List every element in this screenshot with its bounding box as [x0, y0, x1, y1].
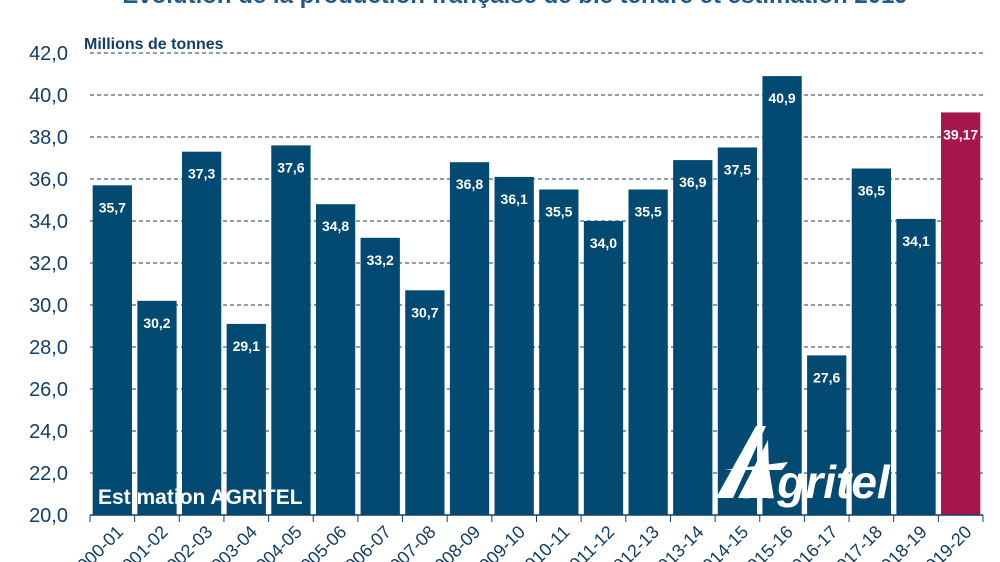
bar [92, 185, 132, 516]
data-labels: 35,7 30,2 37,3 29,1 37,6 34,8 33,2 30,7 36,8 36,1… [99, 90, 979, 385]
bar [539, 189, 579, 515]
y-tick-label: 30,0 [29, 295, 68, 317]
agritel-logo-text: Agritel [743, 456, 891, 508]
data-label: 40,9 [768, 90, 795, 106]
y-tick-label: 38,0 [29, 127, 68, 149]
bar [360, 237, 400, 516]
y-tick-label: 22,0 [29, 463, 68, 485]
bar [628, 189, 668, 515]
chart-title: Évolution de la production française de … [122, 0, 908, 9]
bar [851, 168, 892, 515]
y-tick-label: 28,0 [29, 337, 68, 359]
data-label: 36,8 [456, 176, 483, 192]
y-axis-unit-label: Millions de tonnes [84, 36, 224, 53]
data-label: 39,17 [943, 126, 978, 142]
y-axis-ticks: 20,0 22,0 24,0 26,0 28,0 30,0 32,0 34,0 36,0 38,0… [29, 43, 68, 527]
x-axis [89, 514, 984, 522]
bar [449, 162, 490, 515]
y-tick-label: 42,0 [29, 43, 68, 65]
bar [807, 355, 847, 515]
data-label: 37,6 [277, 159, 304, 175]
bars [92, 76, 981, 516]
data-label: 29,1 [233, 338, 260, 354]
bar [137, 300, 177, 515]
data-label: 33,2 [367, 252, 394, 268]
bar [405, 290, 445, 515]
data-label: 34,0 [590, 235, 617, 251]
data-label: 36,5 [858, 183, 885, 199]
x-axis-ticks: 2000-012001-022002-032003-042004-052005-… [66, 522, 975, 562]
bar [896, 218, 936, 515]
data-label: 36,9 [679, 174, 706, 190]
bar [762, 76, 802, 515]
bar [181, 151, 222, 515]
bar [226, 323, 266, 515]
x-tick-label: 2000-01 [66, 522, 127, 562]
y-tick-label: 40,0 [29, 85, 68, 107]
bar [271, 145, 311, 515]
gridlines [90, 52, 983, 474]
data-label: 30,7 [411, 304, 438, 320]
y-tick-label: 32,0 [29, 253, 68, 275]
data-label: 37,5 [724, 162, 751, 178]
data-label: 37,3 [188, 166, 215, 182]
bar [583, 221, 624, 515]
bar [315, 204, 356, 515]
data-label: 27,6 [813, 369, 840, 385]
agritel-logo-mark [716, 426, 788, 498]
estimation-annotation: Estimation AGRITEL [98, 486, 303, 509]
y-tick-label: 20,0 [29, 505, 68, 527]
bar [673, 160, 713, 515]
y-tick-label: 24,0 [29, 421, 68, 443]
bar [941, 112, 981, 516]
agritel-logo: Agritel [716, 426, 891, 508]
data-label: 34,8 [322, 218, 349, 234]
data-label: 35,5 [545, 204, 572, 220]
data-label: 36,1 [501, 191, 528, 207]
data-label: 35,5 [635, 204, 662, 220]
y-tick-label: 26,0 [29, 379, 68, 401]
y-tick-label: 36,0 [29, 169, 68, 191]
data-label: 35,7 [99, 199, 126, 215]
bar [494, 176, 534, 515]
y-tick-label: 34,0 [29, 211, 68, 233]
data-label: 34,1 [902, 233, 929, 249]
data-label: 30,2 [143, 315, 170, 331]
